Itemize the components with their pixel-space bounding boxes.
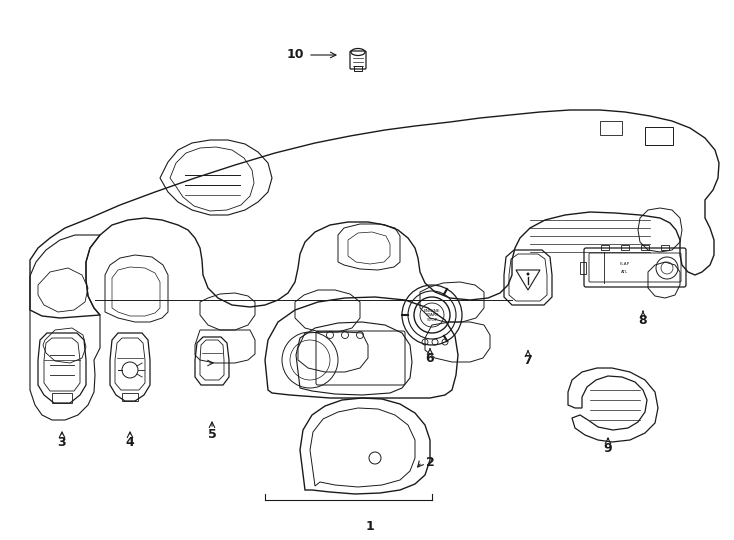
Bar bbox=[661, 245, 669, 250]
Text: STOP: STOP bbox=[426, 318, 437, 322]
Bar bbox=[645, 127, 673, 145]
Text: 1: 1 bbox=[366, 521, 374, 534]
Text: 7: 7 bbox=[523, 354, 532, 367]
Text: 2: 2 bbox=[426, 456, 435, 469]
Text: 5: 5 bbox=[208, 429, 217, 442]
Text: FLAP: FLAP bbox=[620, 262, 630, 266]
Text: 6: 6 bbox=[426, 352, 435, 365]
Text: 3: 3 bbox=[58, 436, 66, 449]
Text: 4: 4 bbox=[126, 436, 134, 449]
Bar bbox=[621, 245, 629, 250]
Bar bbox=[122, 393, 138, 401]
Text: 9: 9 bbox=[603, 442, 612, 455]
Circle shape bbox=[526, 273, 529, 275]
Bar bbox=[600, 121, 622, 135]
Text: 8: 8 bbox=[639, 314, 647, 327]
Text: ENGINE: ENGINE bbox=[424, 309, 440, 313]
Text: START: START bbox=[426, 313, 439, 317]
Text: 10: 10 bbox=[286, 49, 304, 62]
Text: ATL: ATL bbox=[622, 270, 628, 274]
Bar bbox=[641, 245, 649, 250]
Bar bbox=[601, 245, 609, 250]
Bar bbox=[580, 262, 586, 274]
Bar bbox=[52, 393, 72, 403]
Bar bbox=[354, 66, 362, 71]
